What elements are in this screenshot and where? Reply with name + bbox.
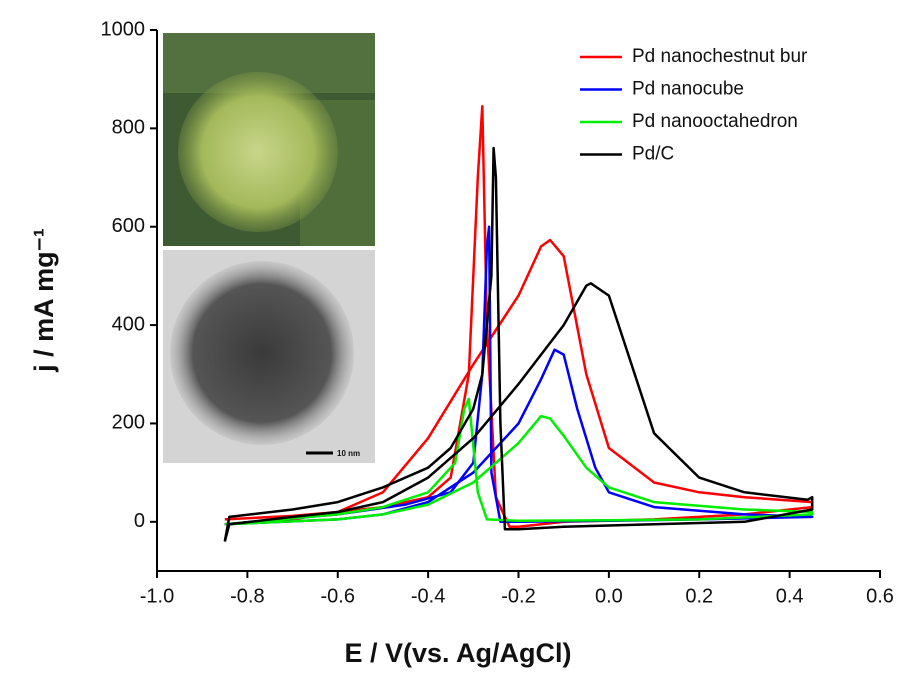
y-tick-label: 600 (112, 215, 145, 237)
y-axis-title: j / mA mg⁻¹ (29, 228, 59, 373)
legend-label: Pd/C (632, 144, 674, 165)
legend-label: Pd nanocube (632, 79, 744, 100)
inset-photo (163, 33, 375, 246)
x-tick-label: -0.8 (230, 585, 264, 607)
x-tick-label: -0.6 (321, 585, 355, 607)
x-tick-label: 0.4 (776, 585, 804, 607)
y-tick-label: 800 (112, 117, 145, 139)
plot-area (223, 104, 814, 542)
scale-bar-label: 10 nm (337, 449, 360, 458)
legend-label: Pd nanochestnut bur (632, 46, 808, 67)
x-tick-label: -0.2 (501, 585, 535, 607)
series-line (224, 397, 814, 526)
y-tick-label: 200 (112, 412, 145, 434)
x-tick-label: 0.0 (595, 585, 623, 607)
y-tick-label: 400 (112, 313, 145, 335)
x-axis-title: E / V(vs. Ag/AgCl) (344, 638, 571, 668)
x-tick-label: -1.0 (140, 585, 174, 607)
series-line (223, 146, 814, 542)
x-tick-label: -0.4 (411, 585, 445, 607)
x-tick-label: 0.2 (685, 585, 713, 607)
y-tick-label: 1000 (101, 18, 146, 40)
x-tick-label: 0.6 (866, 585, 894, 607)
y-tick-label: 0 (134, 510, 145, 532)
inset-tem: 10 nm (163, 250, 375, 463)
legend-label: Pd nanooctahedron (632, 111, 798, 132)
